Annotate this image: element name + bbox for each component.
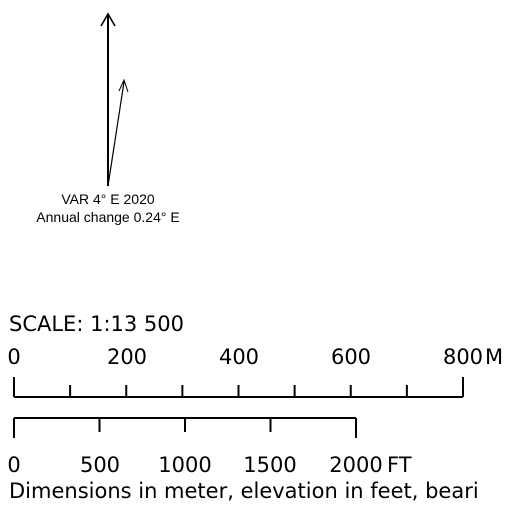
meter-tick-label: 600 xyxy=(330,345,372,369)
feet-tick-label: 1500 xyxy=(243,453,297,477)
feet-tick-label: 2000 xyxy=(329,453,383,477)
feet-tick-label: 1000 xyxy=(158,453,212,477)
true-north-arrowhead-icon xyxy=(100,12,116,27)
footer-note: Dimensions in meter, elevation in feet, … xyxy=(9,479,479,503)
meter-unit-label: M xyxy=(485,345,504,369)
feet-unit-label: FT xyxy=(387,453,412,477)
scale-title: SCALE: 1:13 500 xyxy=(9,312,184,336)
meter-tick-label: 400 xyxy=(218,345,260,369)
variation-label: VAR 4° E 2020 xyxy=(61,191,155,207)
feet-tick-label: 500 xyxy=(79,453,121,477)
magnetic-north-arrowhead-icon xyxy=(118,78,129,93)
meter-tick-label: 200 xyxy=(106,345,148,369)
annual-change-label: Annual change 0.24° E xyxy=(36,209,180,225)
magnetic-north-line xyxy=(107,81,125,187)
meter-tick-label: 0 xyxy=(7,345,21,369)
meter-tick-label: 800 xyxy=(442,345,484,369)
feet-tick-label: 0 xyxy=(7,453,21,477)
